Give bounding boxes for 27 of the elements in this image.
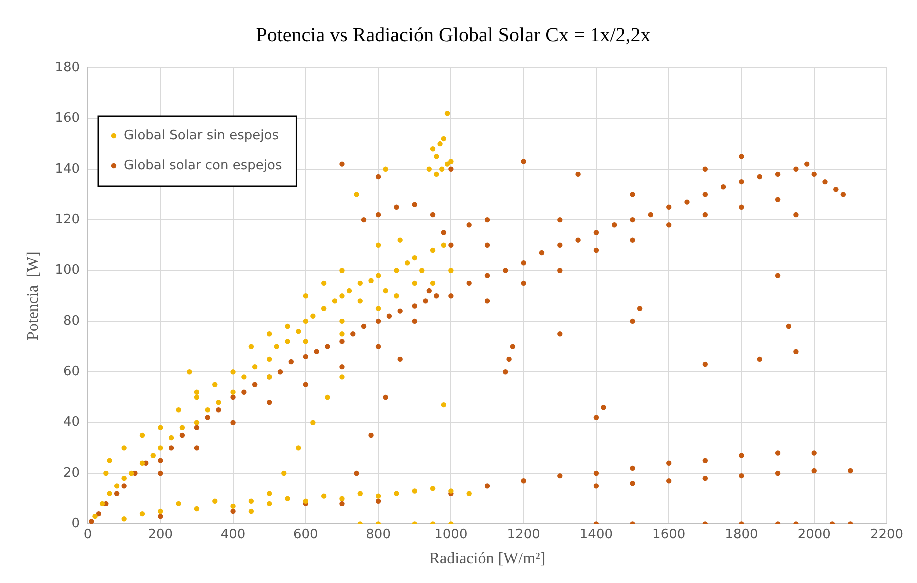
y-tick-label: 100 xyxy=(55,263,80,278)
x-tick-label: 1000 xyxy=(434,527,468,542)
x-axis-title: Radiación [W/m²] xyxy=(429,550,546,568)
chart-title: Potencia vs Radiación Global Solar Cx = 1x/2,2x xyxy=(256,24,651,46)
x-tick-label: 1600 xyxy=(652,527,686,542)
x-tick-label: 1800 xyxy=(725,527,758,542)
legend-label: Global Solar sin espejos xyxy=(124,128,280,144)
x-tick-label: 1400 xyxy=(580,527,614,542)
y-tick-label: 80 xyxy=(63,314,80,329)
x-tick-label: 600 xyxy=(294,527,318,542)
y-tick-label: 20 xyxy=(63,466,80,481)
y-tick-label: 180 xyxy=(55,60,80,76)
x-tick-label: 800 xyxy=(366,527,391,542)
y-tick-label: 40 xyxy=(63,415,80,430)
y-tick-label: 120 xyxy=(55,212,80,228)
y-axis-title: Potencia [W] xyxy=(24,252,42,341)
x-tick-label: 2000 xyxy=(798,527,831,542)
x-tick-label: 2200 xyxy=(870,527,904,542)
y-tick-label: 140 xyxy=(55,162,80,177)
y-tick-label: 0 xyxy=(72,516,80,532)
x-tick-label: 200 xyxy=(148,527,174,542)
y-tick-label: 60 xyxy=(63,364,80,380)
x-tick-label: 1200 xyxy=(507,527,540,542)
x-tick-label: 400 xyxy=(220,527,246,542)
y-tick-label: 160 xyxy=(55,111,80,126)
legend-label: Global solar con espejos xyxy=(124,158,282,174)
x-tick-label: 0 xyxy=(84,527,92,542)
